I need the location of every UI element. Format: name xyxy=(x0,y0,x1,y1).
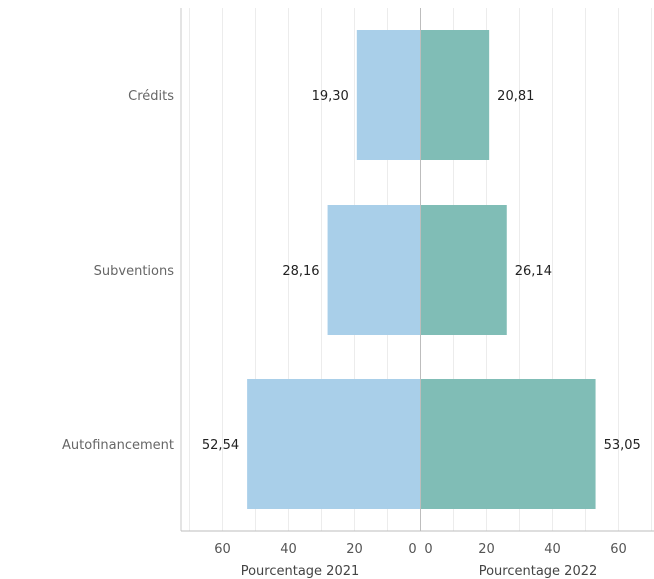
tick-label-right: 40 xyxy=(544,542,561,557)
tick-label-right: 0 xyxy=(424,542,432,557)
tick-label-right: 20 xyxy=(478,542,495,557)
value-label-2022: 53,05 xyxy=(604,438,641,453)
tick-label-left: 20 xyxy=(346,542,363,557)
tick-label-right: 60 xyxy=(610,542,627,557)
value-label-2021: 52,54 xyxy=(202,438,239,453)
bar-2021 xyxy=(327,205,421,335)
value-label-2022: 20,81 xyxy=(497,89,534,104)
category-label: Subventions xyxy=(94,264,175,279)
bar-2021 xyxy=(247,379,421,509)
right-axis-title: Pourcentage 2022 xyxy=(479,564,598,579)
bar-2022 xyxy=(420,379,596,509)
tick-label-left: 60 xyxy=(214,542,231,557)
bar-2022 xyxy=(420,30,490,160)
category-label: Crédits xyxy=(128,89,174,104)
value-label-2021: 19,30 xyxy=(312,89,349,104)
bars xyxy=(247,30,596,509)
tick-label-left: 40 xyxy=(280,542,297,557)
category-label: Autofinancement xyxy=(62,438,174,453)
labels: 0 0 20 20 40 40 60 60 Crédits 19,30 20,81 Subventio… xyxy=(62,89,641,557)
value-label-2021: 28,16 xyxy=(282,264,319,279)
axes xyxy=(180,8,654,532)
value-label-2022: 26,14 xyxy=(515,264,552,279)
gridlines xyxy=(189,8,652,531)
left-axis-title: Pourcentage 2021 xyxy=(241,564,360,579)
tick-label-left: 0 xyxy=(408,542,416,557)
bar-2021 xyxy=(356,30,421,160)
bar-2022 xyxy=(420,205,507,335)
